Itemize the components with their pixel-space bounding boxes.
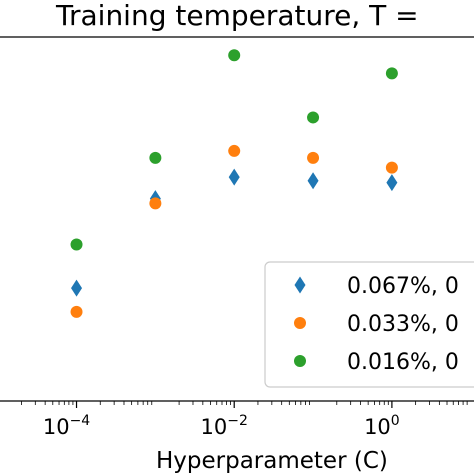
series-2-point-3 xyxy=(228,144,241,157)
x-tick-label-3: 100 xyxy=(364,413,400,439)
series-1-point-4 xyxy=(307,172,319,190)
legend-marker-1 xyxy=(294,276,306,294)
legend: 0.067%, 0 0.033%, 0 0.016%, 0 xyxy=(264,261,474,388)
series-2-point-1 xyxy=(70,305,83,318)
series-3-point-4 xyxy=(307,111,320,124)
series-3-point-3 xyxy=(228,49,241,62)
legend-label-1: 0.067%, 0 xyxy=(347,274,459,299)
series-2-point-4 xyxy=(307,151,320,164)
legend-label-2: 0.033%, 0 xyxy=(347,312,459,337)
legend-box xyxy=(264,261,474,388)
legend-marker-3 xyxy=(294,355,306,367)
x-tick-label-1: 10−4 xyxy=(43,413,90,439)
x-tick-label-2: 10−2 xyxy=(201,413,248,439)
data-points xyxy=(70,49,398,318)
legend-label-3: 0.016%, 0 xyxy=(347,350,459,375)
series-2-point-2 xyxy=(149,197,162,210)
series-3-point-2 xyxy=(149,151,162,164)
legend-marker-2 xyxy=(294,317,306,329)
series-1-point-3 xyxy=(228,168,240,186)
series-1-point-1 xyxy=(71,279,83,297)
x-axis-ticks: 10−4 10−2 100 xyxy=(21,401,468,439)
series-2-point-5 xyxy=(385,161,398,174)
series-3-point-1 xyxy=(70,238,83,251)
series-1-point-5 xyxy=(386,174,398,192)
series-3-point-5 xyxy=(385,67,398,80)
plot-area xyxy=(0,36,474,402)
chart-title: Training temperature, T = xyxy=(55,0,419,32)
x-axis-label: Hyperparameter (C) xyxy=(156,448,388,474)
